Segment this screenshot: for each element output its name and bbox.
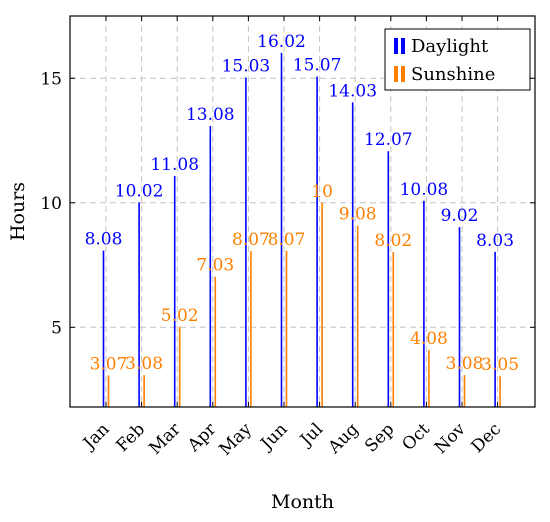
data-label-sunshine: 7.03: [196, 256, 234, 276]
legend: Daylight Sunshine: [384, 28, 531, 91]
data-label-sunshine: 4.08: [410, 329, 448, 349]
data-label-daylight: 8.08: [85, 230, 123, 250]
data-label-sunshine: 8.07: [268, 230, 306, 250]
bar-daylight: [351, 102, 354, 408]
y-tick-label: 5: [51, 318, 62, 338]
bar-daylight: [458, 227, 461, 407]
x-tick-label: Dec: [468, 419, 506, 457]
bar-daylight: [423, 200, 425, 407]
plot-frame: [69, 15, 536, 408]
legend-swatch-daylight: [394, 38, 405, 54]
bar-sunshine: [428, 350, 430, 407]
y-tick-label: 15: [40, 69, 62, 89]
bar-daylight: [494, 251, 496, 407]
x-tick-label: Apr: [183, 419, 221, 457]
x-tick-label: Aug: [324, 419, 363, 458]
bar-sunshine: [356, 225, 359, 407]
x-tick-label: Oct: [398, 419, 434, 455]
legend-swatch-bar: [401, 66, 405, 82]
data-label-sunshine: 3.08: [125, 354, 163, 374]
legend-swatch-bar: [401, 38, 405, 54]
bar-daylight: [387, 151, 390, 407]
x-tick-label: Jul: [295, 419, 327, 451]
data-label-sunshine: 10: [311, 182, 333, 202]
legend-box: [384, 28, 531, 91]
data-label-daylight: 10.02: [115, 181, 164, 201]
x-tick-label: Sep: [361, 419, 398, 456]
bar-sunshine: [392, 252, 395, 407]
data-label-sunshine: 3.05: [481, 355, 519, 375]
data-labels: 8.08 10.02 11.08 13.08 15.03 16.02 15.07 14.03 1…: [85, 32, 519, 375]
data-label-daylight: 16.02: [257, 32, 306, 52]
bar-daylight: [102, 250, 105, 407]
bar-daylight: [316, 76, 318, 408]
legend-swatch-bar: [394, 38, 398, 54]
data-label-sunshine: 8.07: [232, 230, 270, 250]
data-label-daylight: 9.02: [441, 206, 479, 226]
x-tick-label: Feb: [112, 419, 149, 456]
data-label-daylight: 12.07: [364, 130, 413, 150]
x-tick-label: Nov: [431, 419, 470, 458]
bar-sunshine: [285, 250, 288, 407]
bar-sunshine: [499, 375, 501, 407]
y-tick-label: 10: [40, 194, 62, 214]
bar-daylight: [245, 77, 247, 408]
x-tick-label: Jun: [256, 419, 292, 455]
bar-daylight: [173, 175, 176, 407]
data-label-sunshine: 3.08: [446, 354, 484, 374]
data-label-sunshine: 8.02: [374, 231, 412, 251]
bar-daylight: [209, 126, 212, 408]
bar-sunshine: [463, 375, 466, 407]
data-label-daylight: 10.08: [400, 180, 449, 200]
x-axis-title: Month: [271, 491, 334, 513]
bar-sunshine: [250, 250, 252, 407]
data-label-daylight: 15.07: [293, 56, 342, 76]
legend-swatch-sunshine: [394, 66, 405, 82]
x-tick-label: May: [216, 419, 257, 460]
bar-daylight: [280, 52, 283, 408]
data-label-daylight: 11.08: [150, 155, 199, 175]
bars: [102, 52, 501, 408]
bar-sunshine: [178, 326, 181, 407]
data-label-daylight: 15.03: [222, 57, 271, 77]
bar-sunshine: [143, 375, 145, 407]
bar-sunshine: [107, 375, 110, 407]
x-tick-label: Jan: [78, 419, 113, 454]
legend-label-daylight: Daylight: [411, 36, 489, 57]
y-axis-title: Hours: [7, 182, 29, 241]
data-label-sunshine: 3.07: [90, 354, 128, 374]
bar-sunshine: [321, 202, 323, 407]
y-axis-ticks: 5 10 15: [40, 69, 535, 338]
data-label-daylight: 8.03: [476, 231, 514, 251]
data-label-sunshine: 9.08: [339, 205, 377, 225]
x-tick-label: Mar: [145, 419, 185, 459]
data-label-sunshine: 5.02: [161, 306, 199, 326]
bar-sunshine: [214, 276, 217, 407]
data-label-daylight: 14.03: [328, 81, 377, 101]
data-label-daylight: 13.08: [186, 105, 235, 125]
bar-daylight: [138, 202, 140, 407]
legend-label-sunshine: Sunshine: [411, 64, 495, 85]
legend-swatch-bar: [394, 66, 398, 82]
